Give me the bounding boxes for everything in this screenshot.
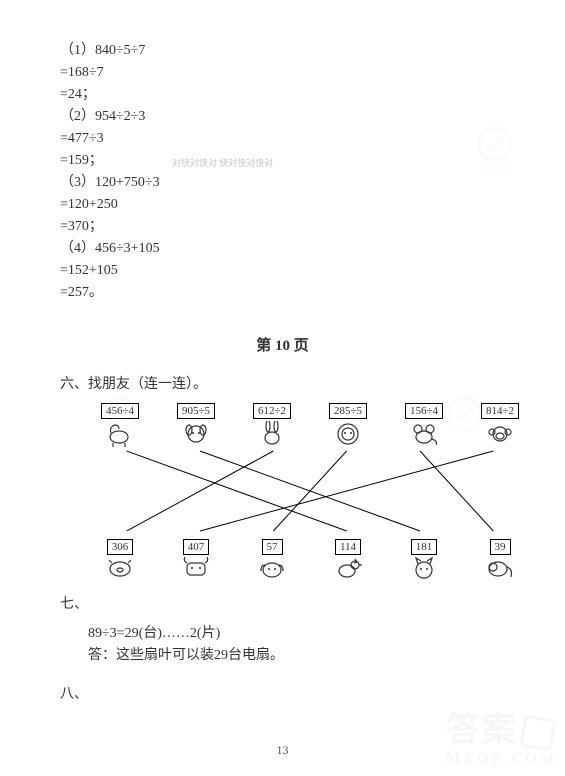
match-line	[127, 451, 274, 531]
top-node: 905÷5	[166, 403, 226, 447]
page-heading: 第 10 页	[60, 334, 505, 355]
bottom-node: 181	[394, 539, 454, 583]
horse-icon	[105, 421, 135, 447]
section7-line1: 89÷3=29(台)……2(片)	[88, 623, 505, 645]
calc-line: =477÷3	[60, 128, 505, 150]
calc-line: =159；	[60, 150, 505, 172]
calc-line: =168÷7	[60, 62, 505, 84]
match-line	[273, 451, 346, 531]
value-box: 407	[183, 539, 210, 555]
matching-diagram: 456÷4 905÷5 612÷2 285÷5 156÷4 814÷2 306 …	[90, 403, 530, 583]
cat-icon	[409, 555, 439, 581]
mouse-icon	[409, 421, 439, 447]
bottom-node: 114	[318, 539, 378, 583]
monkey-icon	[485, 421, 515, 447]
value-box: 114	[335, 539, 361, 555]
calc-line: =152+105	[60, 260, 505, 282]
expr-box: 285÷5	[329, 403, 367, 419]
bottom-node: 57	[242, 539, 302, 583]
top-node: 456÷4	[90, 403, 150, 447]
section7-answer: 89÷3=29(台)……2(片) 答：这些扇叶可以装29台电扇。	[88, 623, 505, 667]
expr-box: 905÷5	[177, 403, 215, 419]
calc-line: =120+250	[60, 194, 505, 216]
dog2-icon	[257, 555, 287, 581]
section7-label: 七、	[60, 593, 505, 613]
top-node: 285÷5	[318, 403, 378, 447]
top-node: 612÷2	[242, 403, 302, 447]
dog-icon	[181, 421, 211, 447]
cow-icon	[181, 555, 211, 581]
match-line	[127, 451, 347, 531]
calc-line: =370；	[60, 216, 505, 238]
calc-line: =24；	[60, 84, 505, 106]
section8-label: 八、	[60, 683, 505, 703]
value-box: 57	[262, 539, 283, 555]
calc-line: （3）120+750÷3	[60, 172, 505, 194]
calc-line: （4）456÷3+105	[60, 238, 505, 260]
bottom-node: 407	[166, 539, 226, 583]
expr-box: 814÷2	[481, 403, 519, 419]
calc-line: （1）840÷5÷7	[60, 40, 505, 62]
calc-block: （1）840÷5÷7 =168÷7 =24； （2）954÷2÷3 =477÷3…	[60, 40, 505, 304]
lion-icon	[333, 421, 363, 447]
page-number: 13	[0, 743, 565, 758]
elephant-icon	[485, 555, 515, 581]
expr-box: 156÷4	[405, 403, 443, 419]
match-line	[200, 451, 493, 531]
match-line	[420, 451, 493, 531]
expr-box: 456÷4	[101, 403, 139, 419]
pig-icon	[105, 555, 135, 581]
top-node: 156÷4	[394, 403, 454, 447]
value-box: 39	[490, 539, 511, 555]
bottom-node: 306	[90, 539, 150, 583]
calc-line: （2）954÷2÷3	[60, 106, 505, 128]
rooster-icon	[333, 555, 363, 581]
value-box: 306	[107, 539, 134, 555]
top-node: 814÷2	[470, 403, 530, 447]
section6-label: 六、找朋友（连一连）。	[60, 373, 505, 393]
value-box: 181	[411, 539, 438, 555]
rabbit-icon	[257, 421, 287, 447]
expr-box: 612÷2	[253, 403, 291, 419]
match-line	[200, 451, 420, 531]
section7-line2: 答：这些扇叶可以装29台电扇。	[88, 645, 505, 667]
bottom-node: 39	[470, 539, 530, 583]
calc-line: =257。	[60, 282, 505, 304]
